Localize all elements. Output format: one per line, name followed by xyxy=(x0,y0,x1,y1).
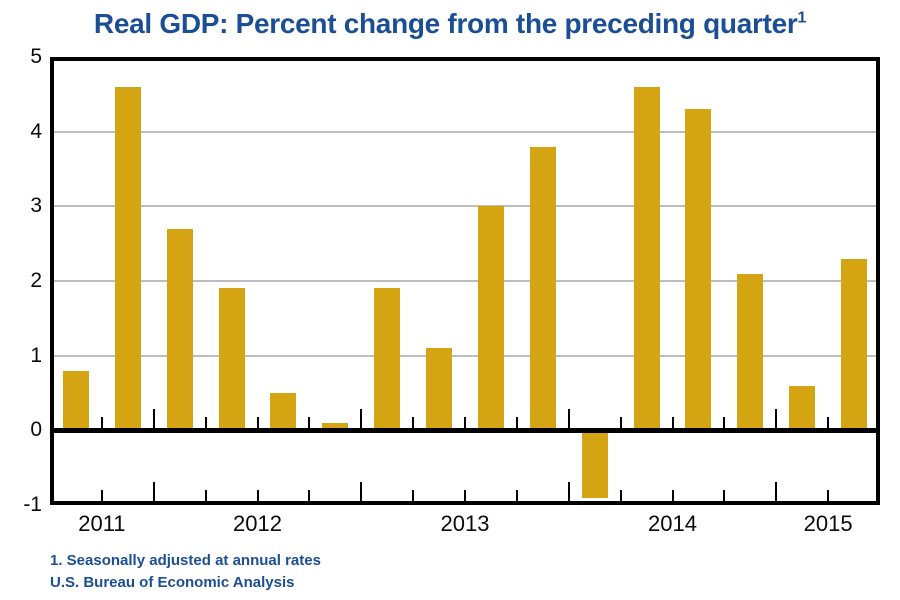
chart-title: Real GDP: Percent change from the preced… xyxy=(0,8,900,40)
bar-q3 xyxy=(166,228,193,431)
y-axis-label-5: 5 xyxy=(30,45,42,68)
bar-q6 xyxy=(322,422,349,431)
year-tick-zero xyxy=(152,409,155,429)
gridline-3 xyxy=(50,205,880,208)
quarter-tick-zero xyxy=(100,417,103,429)
x-axis-label-2013: 2013 xyxy=(440,511,490,536)
y-axis-label-0: 0 xyxy=(30,418,42,442)
quarter-tick-zero xyxy=(204,417,207,429)
quarter-tick-bottom xyxy=(256,490,259,501)
gridline-1 xyxy=(50,354,880,357)
plot-border-left xyxy=(50,57,54,505)
quarter-tick-zero xyxy=(671,417,674,429)
y-axis-label-1: 1 xyxy=(30,343,42,367)
plot-border-right xyxy=(876,57,880,505)
quarter-tick-bottom xyxy=(723,490,726,501)
chart-title-text: Real GDP: Percent change from the preced… xyxy=(93,8,798,39)
quarter-tick-bottom xyxy=(308,490,311,501)
quarter-tick-zero xyxy=(619,417,622,429)
year-tick-zero xyxy=(360,409,363,429)
quarter-tick-bottom xyxy=(464,490,466,501)
zero-axis-line xyxy=(50,428,880,434)
y-axis-label--1: -1 xyxy=(23,493,42,516)
x-axis-label-2012: 2012 xyxy=(233,511,282,536)
y-axis-label-2: 2 xyxy=(30,269,42,292)
bar-q8 xyxy=(426,348,453,431)
quarter-tick-zero xyxy=(464,417,466,429)
footnote-line-2: U.S. Bureau of Economic Analysis xyxy=(50,574,295,591)
gridline-2 xyxy=(50,280,880,282)
x-axis-label-2014: 2014 xyxy=(648,511,697,536)
bar-q5 xyxy=(270,393,297,431)
quarter-tick-bottom xyxy=(204,490,207,501)
quarter-tick-bottom xyxy=(412,490,415,501)
year-tick-bottom xyxy=(152,482,155,501)
bar-q2 xyxy=(114,86,141,431)
quarter-tick-zero xyxy=(515,417,518,429)
bar-q10 xyxy=(529,146,556,431)
quarter-tick-zero xyxy=(308,417,311,429)
y-axis-label-4: 4 xyxy=(30,119,42,143)
quarter-tick-zero xyxy=(412,417,415,429)
quarter-tick-bottom xyxy=(515,490,518,501)
quarter-tick-bottom xyxy=(619,490,622,501)
quarter-tick-bottom xyxy=(827,490,830,501)
quarter-tick-bottom xyxy=(100,490,103,501)
year-tick-bottom xyxy=(567,482,570,501)
year-tick-bottom xyxy=(775,482,778,501)
gridline-4 xyxy=(50,130,880,133)
quarter-tick-bottom xyxy=(671,490,674,501)
x-axis-label-2011: 2011 xyxy=(78,511,126,536)
year-tick-zero xyxy=(775,409,778,429)
footnotes: 1. Seasonally adjusted at annual rates U… xyxy=(50,550,321,594)
footnote-marker: 1 xyxy=(797,9,807,27)
x-axis-line xyxy=(50,501,880,505)
bar-q12 xyxy=(633,86,660,431)
plot-border-top xyxy=(50,57,880,61)
bar-q16 xyxy=(841,258,868,431)
bar-q11 xyxy=(581,430,608,498)
footnote-line-1: 1. Seasonally adjusted at annual rates xyxy=(50,552,321,569)
bar-q1 xyxy=(62,370,89,431)
quarter-tick-zero xyxy=(256,417,259,429)
year-tick-zero xyxy=(567,409,570,429)
y-axis: 5 4 3 2 1 0 -1 xyxy=(0,45,42,517)
bar-q15 xyxy=(789,385,816,431)
quarter-tick-zero xyxy=(723,417,726,429)
plot-area: 2011 2012 2013 2014 2015 xyxy=(50,57,880,536)
bar-q14 xyxy=(737,273,764,431)
year-tick-bottom xyxy=(360,482,363,501)
bar-q13 xyxy=(685,109,712,431)
bar-q9 xyxy=(477,206,504,431)
y-axis-label-3: 3 xyxy=(30,194,42,218)
bar-q7 xyxy=(374,288,401,431)
x-axis-label-2015: 2015 xyxy=(803,511,853,536)
quarter-tick-zero xyxy=(827,417,830,429)
bar-q4 xyxy=(218,288,245,431)
